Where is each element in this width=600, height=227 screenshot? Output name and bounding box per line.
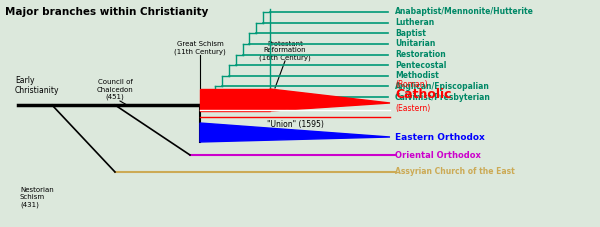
Text: Council of
Chalcedon
(451): Council of Chalcedon (451) (97, 79, 133, 100)
Polygon shape (200, 89, 270, 111)
Text: Major branches within Christianity: Major branches within Christianity (5, 7, 208, 17)
Text: Anglican/Episcopalian: Anglican/Episcopalian (395, 82, 490, 91)
Text: Restoration: Restoration (395, 50, 446, 59)
Text: Calvinist/Presbyterian: Calvinist/Presbyterian (395, 92, 491, 101)
Text: Unitarian: Unitarian (395, 39, 436, 48)
Text: Assyrian Church of the East: Assyrian Church of the East (395, 168, 515, 177)
Text: Catholic: Catholic (395, 89, 452, 101)
Text: Oriental Orthodox: Oriental Orthodox (395, 151, 481, 160)
Text: "Union" (1595): "Union" (1595) (266, 119, 323, 128)
Text: Eastern Orthodox: Eastern Orthodox (395, 133, 485, 141)
Text: Baptist: Baptist (395, 29, 426, 38)
Polygon shape (200, 123, 390, 142)
Text: Anabaptist/Mennonite/Hutterite: Anabaptist/Mennonite/Hutterite (395, 7, 534, 17)
Text: (Roman): (Roman) (395, 81, 428, 89)
Text: Methodist: Methodist (395, 71, 439, 80)
Text: (Eastern): (Eastern) (395, 104, 430, 114)
Text: Great Schism
(11th Century): Great Schism (11th Century) (174, 42, 226, 55)
Text: Early
Christianity: Early Christianity (15, 76, 59, 95)
Text: Pentecostal: Pentecostal (395, 61, 446, 70)
Text: Nestorian
Schism
(431): Nestorian Schism (431) (20, 187, 54, 207)
Text: Protestant
Reformation
(16th Century): Protestant Reformation (16th Century) (259, 40, 311, 61)
Text: Lutheran: Lutheran (395, 18, 434, 27)
Polygon shape (270, 89, 390, 111)
